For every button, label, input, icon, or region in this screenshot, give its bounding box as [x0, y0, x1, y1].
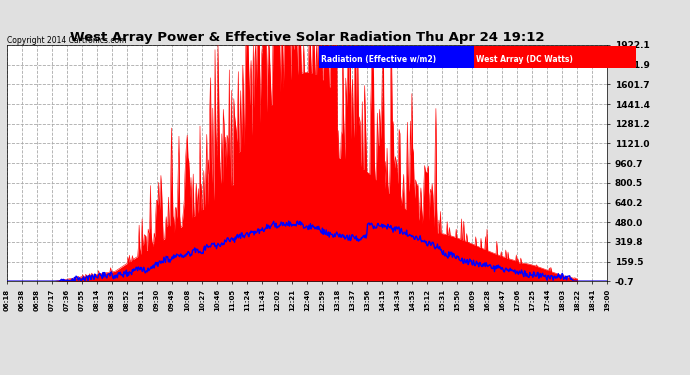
Text: Copyright 2014 Cartronics.com: Copyright 2014 Cartronics.com	[7, 36, 126, 45]
Title: West Array Power & Effective Solar Radiation Thu Apr 24 19:12: West Array Power & Effective Solar Radia…	[70, 31, 544, 44]
Text: Radiation (Effective w/m2): Radiation (Effective w/m2)	[321, 55, 436, 64]
Text: West Array (DC Watts): West Array (DC Watts)	[476, 55, 573, 64]
